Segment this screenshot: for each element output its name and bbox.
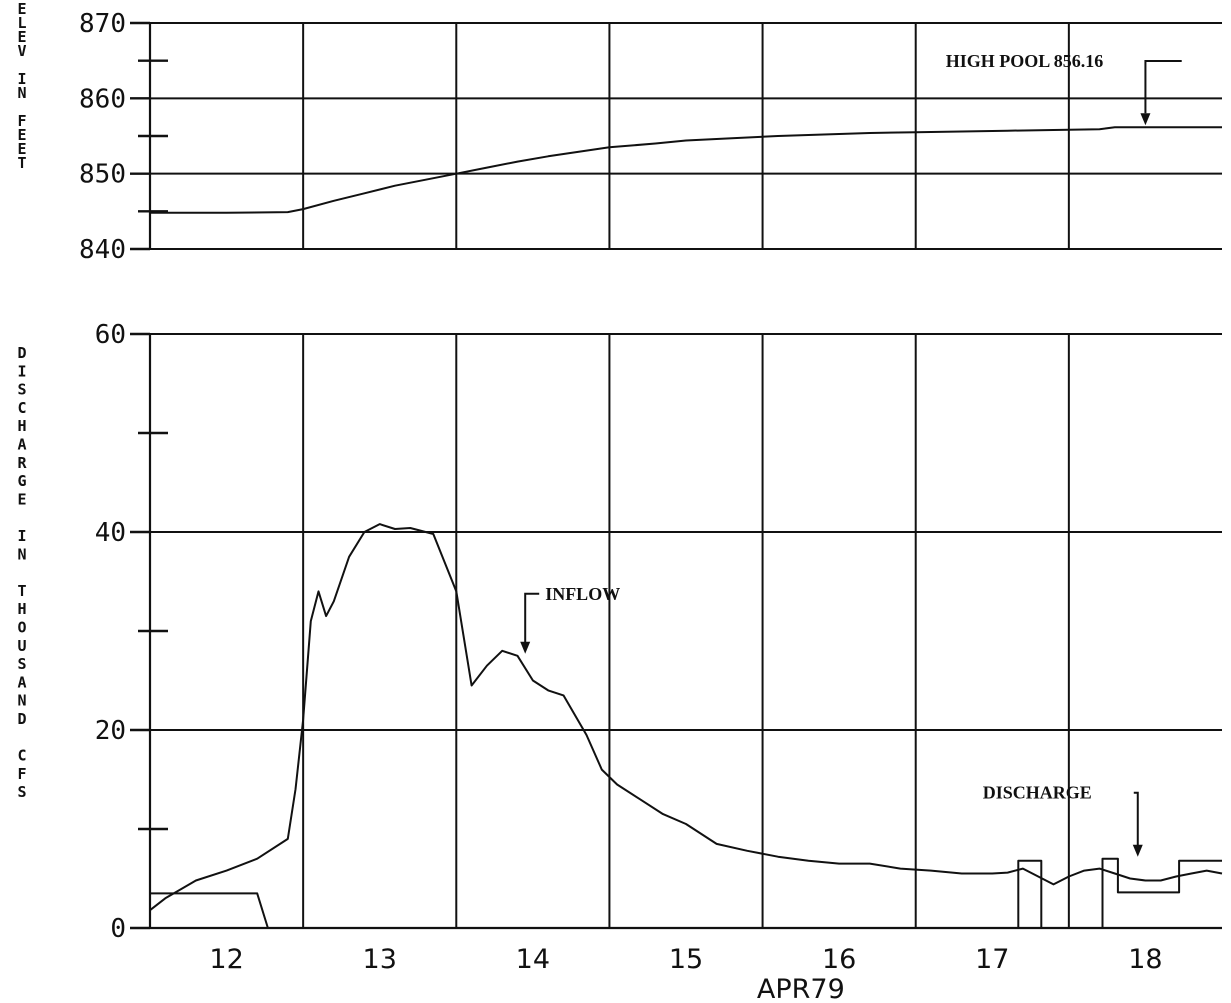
y-axis-title-char: N (17, 84, 26, 102)
y-axis-title-char: H (17, 417, 26, 435)
y-axis-title-char: U (17, 637, 26, 655)
annotation-arrow (1133, 791, 1139, 847)
y-axis-title-char: T (17, 154, 26, 172)
annotation-label: DISCHARGE (983, 783, 1092, 803)
elevation-series-line (150, 126, 1222, 214)
y-axis-title-char: I (17, 527, 26, 545)
y-tick-label: 870 (79, 9, 126, 39)
y-tick-label: 40 (95, 518, 126, 548)
y-axis-title-char: I (17, 70, 26, 88)
y-axis-title-char: T (17, 582, 26, 600)
annotation: INFLOW (520, 584, 620, 654)
annotation-label: HIGH POOL 856.16 (946, 51, 1104, 71)
x-tick-label: 15 (669, 944, 703, 975)
y-tick-label: 0 (110, 914, 126, 944)
x-tick-label: 17 (975, 944, 1009, 975)
y-axis-title-char: E (17, 490, 26, 508)
discharge-series-line (150, 857, 1222, 929)
annotation-arrow (1144, 60, 1182, 114)
x-tick-label: 13 (363, 944, 397, 975)
annotation-label: INFLOW (545, 584, 620, 604)
x-tick-label: 14 (516, 944, 550, 975)
y-axis-title-char: F (17, 765, 26, 783)
y-axis-title-char: E (17, 140, 26, 158)
y-axis-title-char: S (17, 381, 26, 399)
y-axis-title-char: N (17, 692, 26, 710)
annotation-arrowhead (1140, 113, 1151, 126)
y-axis-title-char: C (17, 399, 26, 417)
y-axis-title-char: H (17, 600, 26, 618)
x-tick-label: 12 (209, 944, 243, 975)
y-axis-title-char: R (17, 454, 27, 472)
y-axis-title-char: G (17, 472, 26, 490)
y-axis-title-char: D (17, 710, 26, 728)
y-axis-title-char: S (17, 783, 26, 801)
y-axis-title-char: D (17, 344, 26, 362)
y-axis-title-char: F (17, 112, 26, 130)
y-axis-title-char: A (17, 436, 26, 454)
y-tick-label: 850 (79, 160, 126, 190)
annotation-arrowhead (1132, 844, 1143, 857)
y-tick-label: 840 (79, 235, 126, 265)
y-axis-title-char: A (17, 673, 26, 691)
y-axis-title-char: N (17, 545, 26, 563)
annotation-arrow (524, 592, 540, 644)
annotation-arrowhead (520, 641, 531, 654)
y-tick-label: 860 (79, 84, 126, 114)
y-axis-title-char: V (17, 42, 26, 60)
y-axis-title-char: I (17, 362, 26, 380)
x-axis-title: APR79 (757, 974, 845, 1003)
y-tick-label: 60 (95, 320, 126, 350)
y-axis-title-char: E (17, 28, 26, 46)
annotation: DISCHARGE (983, 783, 1143, 857)
x-tick-label: 18 (1128, 944, 1162, 975)
y-axis-title-char: O (17, 619, 26, 637)
y-axis-title-char: C (17, 747, 26, 765)
annotation: HIGH POOL 856.16 (946, 51, 1182, 126)
y-axis-title-char: L (17, 14, 26, 32)
inflow-series-line (149, 523, 1223, 911)
y-axis-title-char: S (17, 655, 26, 673)
x-tick-label: 16 (822, 944, 856, 975)
y-axis-title-char: E (17, 0, 26, 18)
y-tick-label: 20 (95, 716, 126, 746)
y-axis-title-char: E (17, 126, 26, 144)
